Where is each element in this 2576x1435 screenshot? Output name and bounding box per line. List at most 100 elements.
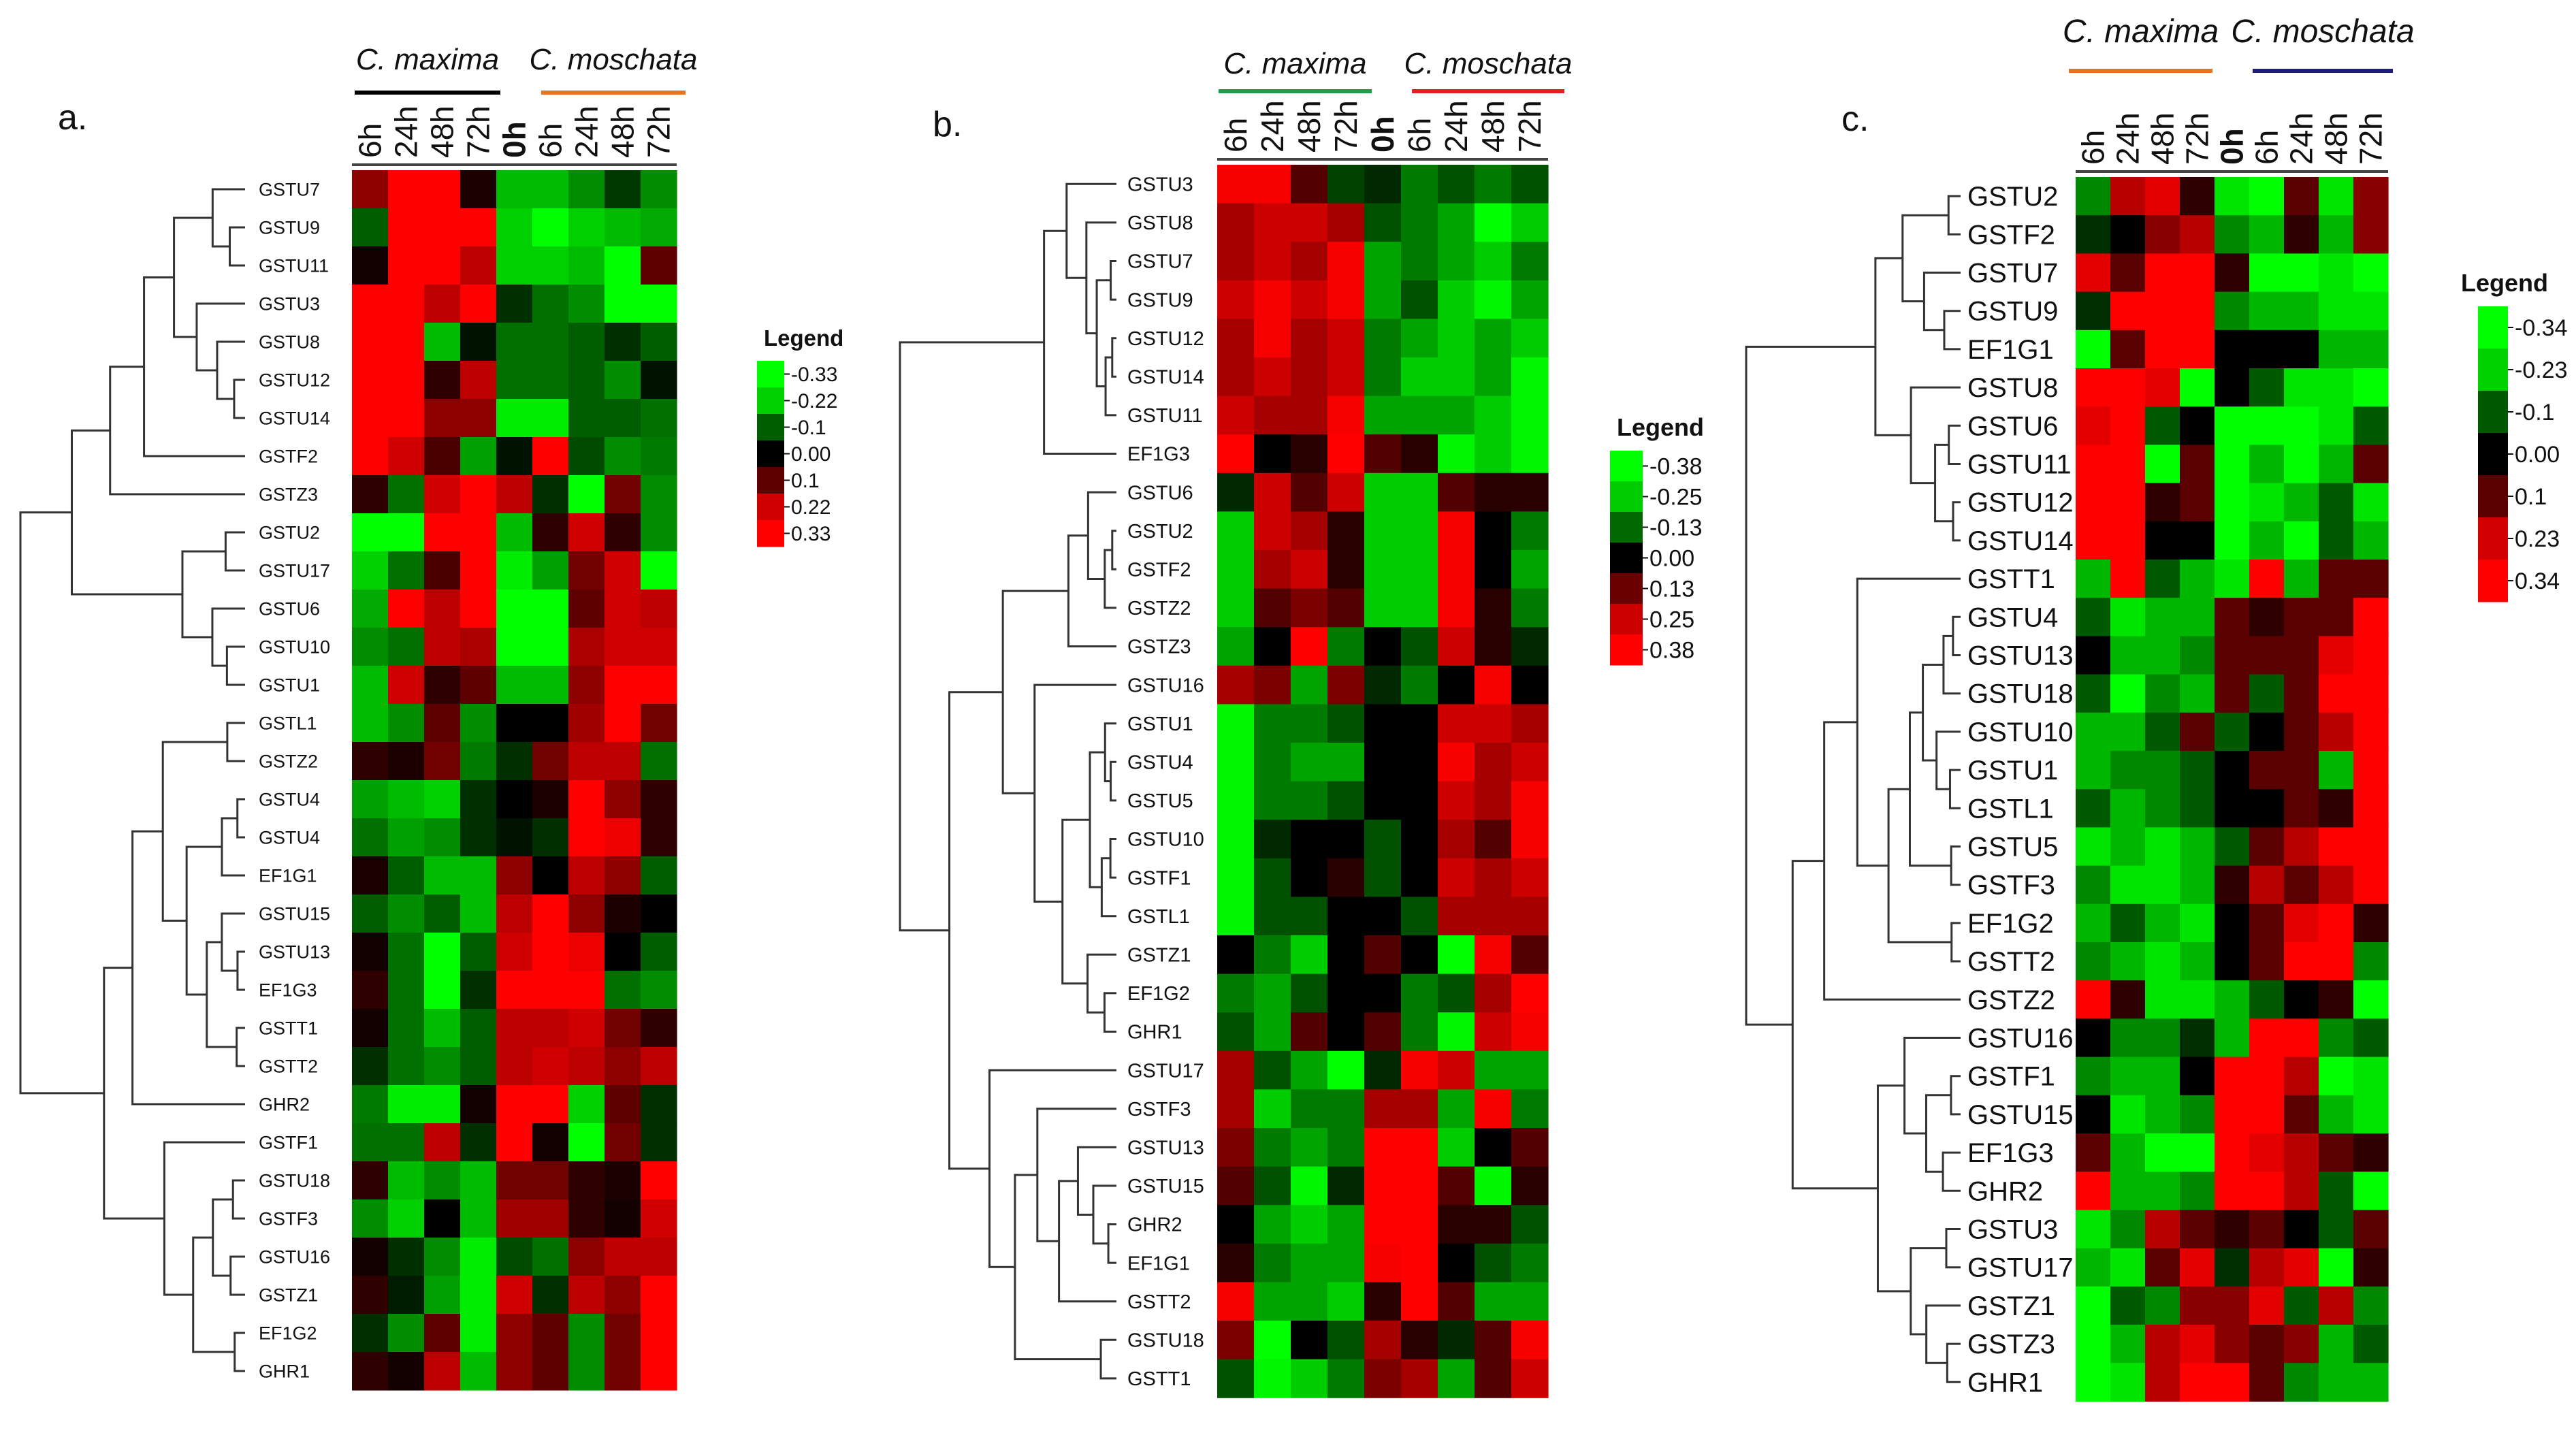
heatmap-cell [496,818,533,857]
heatmap-cell [1364,550,1402,590]
heatmap-cell [2215,598,2250,636]
heatmap-cell [352,628,389,666]
heatmap-cell [1438,165,1475,204]
row-label: GSTU10 [259,636,330,657]
heatmap-cell [1364,434,1402,474]
heatmap-cell [388,628,425,666]
row-label: GSTU16 [1967,1024,2074,1054]
heatmap-cell [1511,1243,1549,1283]
heatmap-cell [2284,1325,2319,1364]
heatmap-cell [1401,1089,1438,1129]
heatmap-cell [1511,511,1549,551]
heatmap-cell [2145,865,2180,905]
heatmap-cell [1327,704,1365,743]
heatmap-cell [2215,368,2250,407]
heatmap-cell [1511,280,1549,319]
heatmap-cell [2249,521,2285,560]
heatmap-cell [2110,1057,2146,1096]
heatmap-cell [1475,280,1512,319]
row-label: GHR2 [1127,1214,1182,1236]
heatmap-cell [1327,781,1365,820]
heatmap-cell [2076,368,2111,407]
heatmap-cell [1254,1012,1291,1052]
heatmap-cell [1475,472,1512,512]
heatmap-cell [1327,858,1365,897]
heatmap-cell [2319,483,2354,522]
heatmap-cell [2215,1172,2250,1210]
heatmap-cell [532,285,569,323]
heatmap-cell [1327,1050,1365,1090]
heatmap-cell [2319,1057,2354,1096]
row-label: GSTF3 [1967,871,2055,901]
heatmap-cell [1364,319,1402,358]
dendrogram-branch [1942,1151,1961,1192]
heatmap-cell [1291,665,1328,705]
row-label: GSTZ2 [259,751,318,771]
heatmap-cell [2319,406,2354,445]
heatmap-cell [2180,1095,2215,1134]
dendrogram-branch [1922,272,1961,332]
heatmap-cell [1217,627,1255,666]
heatmap-cell [605,285,641,323]
heatmap-cell [2353,865,2389,905]
heatmap-cell [568,971,605,1010]
heatmap-cell [496,1314,533,1353]
heatmap-cell [2076,1325,2111,1364]
column-label: 72h [1512,100,1547,152]
heatmap-cell [2353,1057,2389,1096]
legend-swatch [1610,543,1643,574]
heatmap-cell [2353,1325,2389,1364]
row-label: GSTU9 [1967,297,2058,327]
heatmap-cell [532,208,569,247]
heatmap-cell [605,1314,641,1353]
dendrogram-branch [1946,1342,1961,1383]
heatmap-cell [388,551,425,590]
dendrogram-branch [1887,788,1952,944]
dendrogram-branch [1085,221,1116,335]
row-label: GSTZ3 [259,484,318,504]
heatmap-cell [424,1085,461,1124]
heatmap-cell [2180,291,2215,331]
heatmap-cell [2284,1095,2319,1134]
heatmap-cell [2249,215,2285,254]
heatmap-cell [1364,165,1402,204]
heatmap-cell [1475,1012,1512,1052]
heatmap-cell [641,1238,677,1276]
heatmap-cell [2249,751,2285,790]
heatmap-cell [2319,1210,2354,1249]
heatmap-cell [1511,472,1549,512]
legend-swatch [1610,604,1643,635]
legend-title: Legend [764,325,843,351]
group-label: C. moschata [2231,14,2414,50]
heatmap-cell [532,780,569,819]
heatmap-cell [1254,434,1291,474]
heatmap-cell [1327,203,1365,242]
heatmap-cell [2249,636,2285,675]
heatmap-cell [2145,827,2180,867]
heatmap-cell [2319,598,2354,636]
heatmap-cell [388,323,425,361]
heatmap-cell [1511,242,1549,281]
heatmap-cell [2110,291,2146,331]
heatmap-cell [1401,280,1438,319]
heatmap-cell [424,1199,461,1238]
heatmap-cell [1217,1205,1255,1244]
row-label: GSTZ1 [1127,944,1191,966]
column-label: 6h [2249,130,2285,165]
heatmap-cell [2180,1133,2215,1172]
heatmap-cell [460,1352,497,1391]
heatmap-cell [352,742,389,781]
heatmap-cell [2110,1095,2146,1134]
heatmap-cell [2353,1095,2389,1134]
group-label: C. maxima [356,43,499,76]
heatmap-cell [1511,588,1549,628]
heatmap-cell [424,1161,461,1200]
heatmap-cell [2353,521,2389,560]
heatmap-cell [2180,1172,2215,1210]
heatmap-cell [532,1199,569,1238]
heatmap-cell [424,323,461,361]
heatmap-cell [641,208,677,247]
heatmap-cell [2180,560,2215,598]
heatmap-cell [641,590,677,628]
heatmap-cell [2180,329,2215,369]
